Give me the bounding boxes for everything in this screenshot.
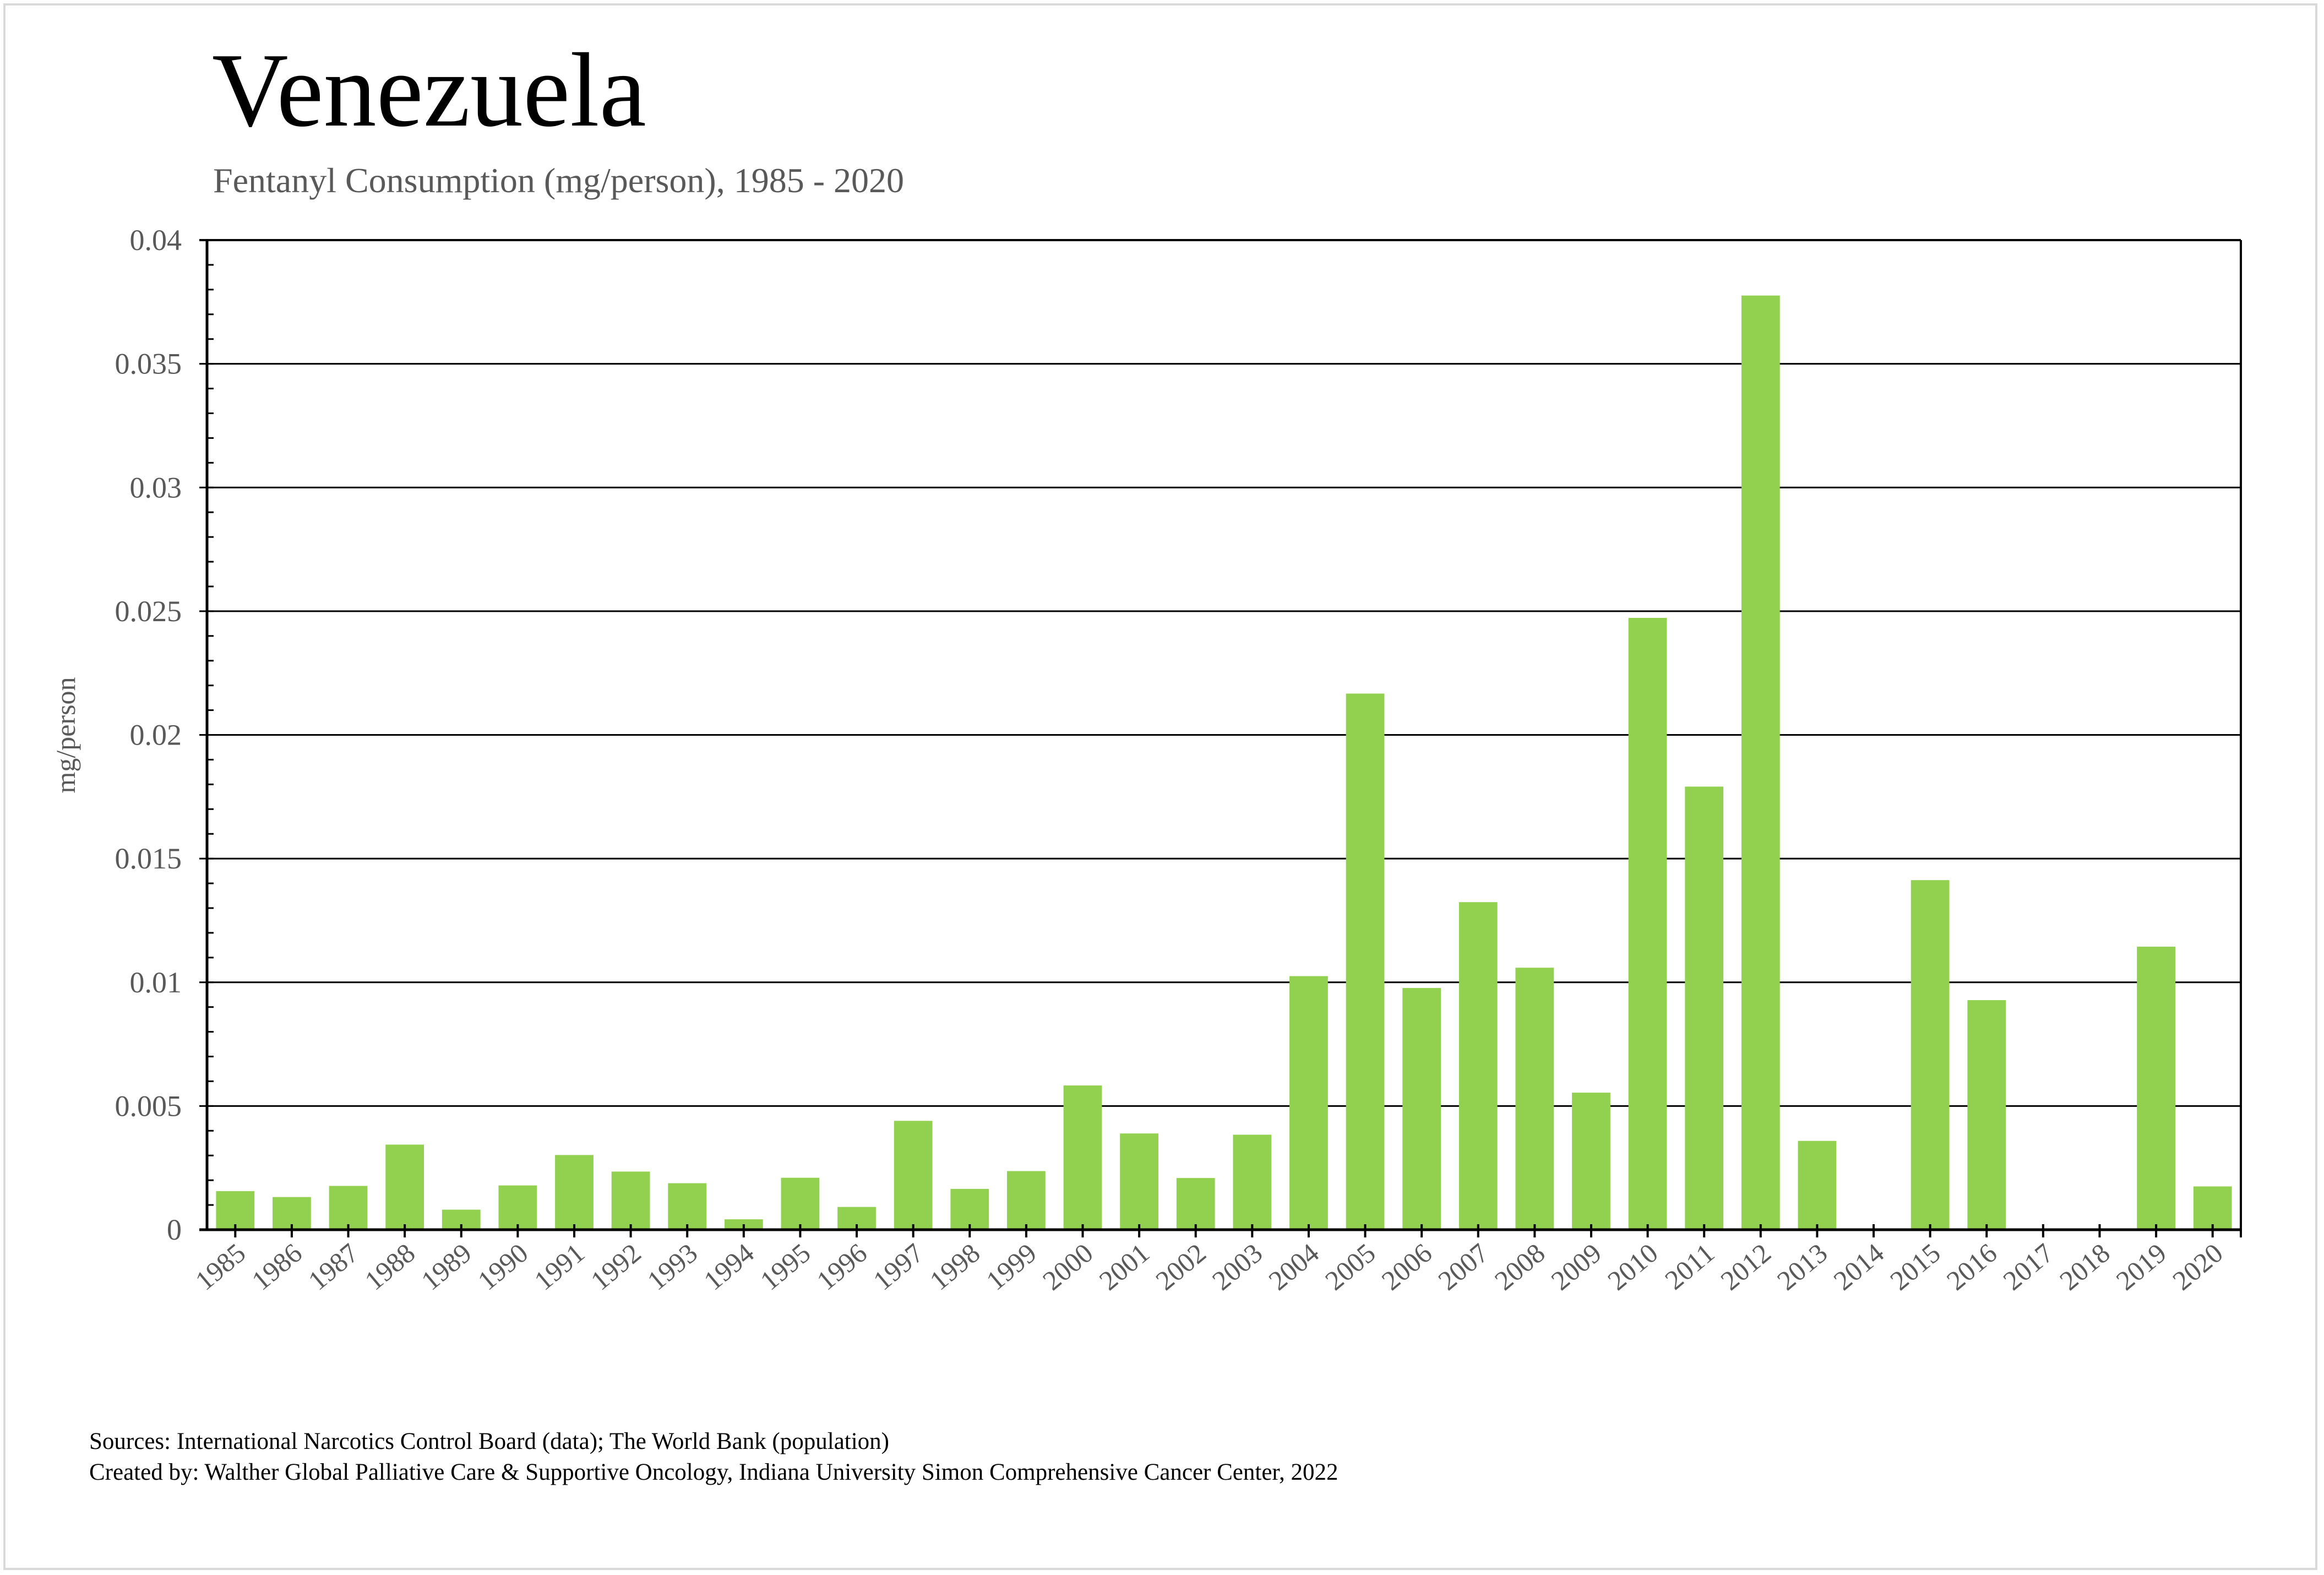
bar-2012	[1741, 295, 1780, 1230]
bar-1993	[668, 1183, 707, 1230]
bar-2011	[1685, 786, 1724, 1230]
bar-1999	[1006, 1171, 1046, 1230]
x-tick-label: 2004	[1262, 1237, 1325, 1296]
bar-2010	[1628, 618, 1667, 1230]
x-tick-label: 1998	[924, 1237, 986, 1296]
bar-1988	[385, 1144, 424, 1230]
bar-2000	[1063, 1085, 1102, 1230]
y-tick-label: 0.025	[115, 595, 182, 628]
x-tick-label: 2005	[1319, 1237, 1381, 1296]
bar-2005	[1346, 693, 1385, 1230]
x-tick-label: 2017	[1997, 1237, 2059, 1296]
bar-2008	[1515, 968, 1554, 1230]
x-tick-label: 1999	[980, 1237, 1042, 1296]
x-tick-label: 1995	[754, 1237, 817, 1296]
y-tick-label: 0.02	[130, 719, 182, 752]
bar-2019	[2137, 947, 2175, 1230]
x-tick-label: 1986	[246, 1237, 308, 1296]
x-tick-label: 1987	[302, 1237, 364, 1296]
x-tick-label: 2010	[1602, 1237, 1664, 1296]
bar-1987	[329, 1186, 368, 1230]
x-tick-label: 2018	[2054, 1237, 2116, 1296]
x-tick-label: 2006	[1376, 1237, 1438, 1296]
x-tick-label: 2019	[2110, 1237, 2173, 1296]
bar-2004	[1289, 976, 1328, 1230]
x-tick-label: 2003	[1206, 1237, 1269, 1296]
bar-2003	[1233, 1134, 1272, 1230]
y-tick-labels: 0 0.005 0.01 0.015 0.02 0.025 0.03 0.035 0.04	[115, 224, 182, 1246]
footer-created-by: Created by: Walther Global Palliative Ca…	[89, 1459, 1338, 1485]
bar-2001	[1120, 1133, 1158, 1230]
footer-sources: Sources: International Narcotics Control…	[89, 1429, 889, 1454]
x-tick-label: 1997	[867, 1237, 929, 1296]
bar-1985	[216, 1191, 255, 1230]
x-tick-label: 1988	[359, 1237, 421, 1296]
bar-2009	[1572, 1093, 1610, 1230]
axes	[199, 239, 2242, 1237]
x-tick-label: 1992	[585, 1237, 647, 1296]
bar-2002	[1176, 1178, 1215, 1230]
bar-2007	[1458, 902, 1498, 1230]
y-tick-label: 0.005	[115, 1089, 182, 1122]
bar-2013	[1798, 1140, 1837, 1230]
y-tick-label: 0.01	[130, 966, 182, 999]
x-tick-label: 2014	[1827, 1237, 1890, 1296]
page-border	[3, 3, 2317, 1570]
x-tick-label: 2002	[1150, 1237, 1212, 1296]
y-tick-label: 0.04	[130, 224, 182, 257]
y-tick-label: 0.03	[130, 471, 182, 504]
x-tick-label: 1994	[698, 1237, 760, 1296]
x-tick-label: 1989	[415, 1237, 477, 1296]
x-tick-label: 2011	[1659, 1237, 1720, 1296]
bar-2020	[2193, 1186, 2232, 1230]
gridlines	[199, 239, 2241, 1107]
y-axis-title: mg/person	[50, 677, 81, 793]
bar-2006	[1402, 988, 1441, 1230]
x-tick-label: 2008	[1489, 1237, 1551, 1296]
bar-2016	[1967, 1000, 2006, 1230]
x-tick-label: 1996	[810, 1237, 873, 1296]
y-tick-label: 0	[167, 1213, 182, 1246]
x-tick-label: 2007	[1432, 1237, 1494, 1296]
y-tick-label: 0.035	[115, 347, 182, 381]
bar-1998	[950, 1188, 989, 1230]
x-tick-label: 1985	[189, 1237, 252, 1296]
bar-1991	[555, 1155, 594, 1230]
chart-title: Venezuela	[212, 31, 646, 149]
x-tick-label: 2001	[1093, 1237, 1156, 1296]
x-tick-label: 2015	[1884, 1237, 1946, 1296]
x-tick-label: 1990	[472, 1237, 534, 1296]
x-tick-label: 1991	[528, 1237, 590, 1296]
bar-1995	[781, 1177, 820, 1230]
x-tick-label: 1993	[641, 1237, 704, 1296]
x-tick-labels: 1985198619871988198919901991199219931994…	[189, 1237, 2229, 1296]
x-tick-label: 2020	[2167, 1237, 2229, 1296]
x-tick-label: 2012	[1715, 1237, 1777, 1296]
x-tick-label: 2016	[1941, 1237, 2003, 1296]
bar-2015	[1911, 880, 1950, 1230]
x-tick-label: 2000	[1037, 1237, 1099, 1296]
bar-1992	[611, 1171, 650, 1230]
bar-1990	[498, 1185, 537, 1230]
x-tick-label: 2013	[1771, 1237, 1833, 1296]
chart-subtitle: Fentanyl Consumption (mg/person), 1985 -…	[213, 161, 905, 200]
bar-1997	[894, 1121, 933, 1230]
x-tick-label: 2009	[1545, 1237, 1607, 1296]
y-tick-label: 0.015	[115, 842, 182, 875]
bars	[216, 295, 2232, 1230]
